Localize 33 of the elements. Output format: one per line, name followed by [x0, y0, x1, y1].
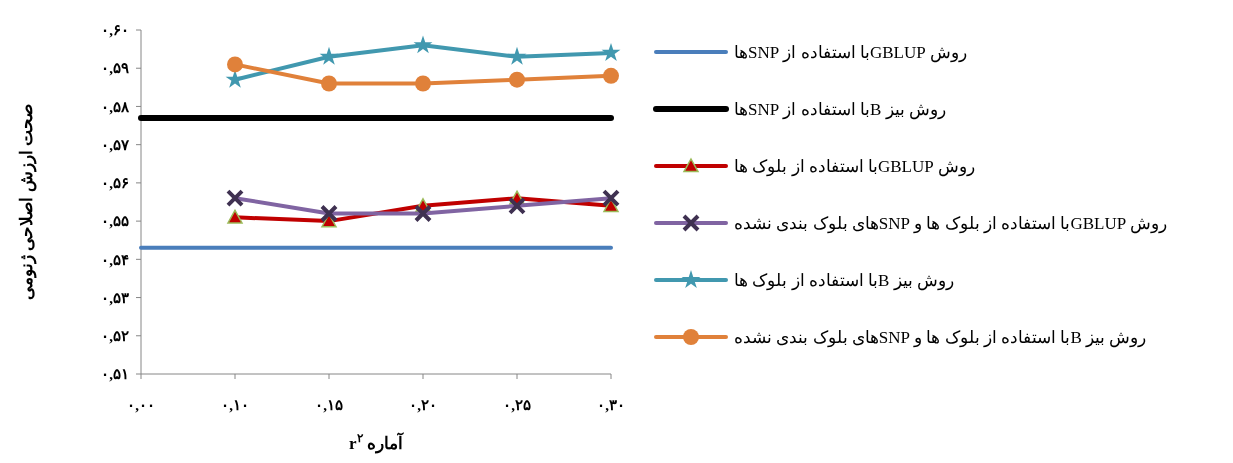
y-tick-label: ۰,۶۰ — [101, 22, 129, 39]
y-tick-label: ۰,۵۹ — [101, 60, 129, 77]
y-tick-label: ۰,۵۳ — [101, 289, 129, 306]
point — [319, 46, 339, 65]
x-tick-label: ۰,۳۰ — [597, 397, 625, 413]
point — [227, 209, 243, 224]
x-tick-label: ۰,۰۰ — [127, 397, 155, 413]
point — [601, 43, 621, 61]
y-axis-title: صحت ارزش اصلاحی ژنومی — [17, 104, 37, 300]
point — [603, 67, 619, 84]
x-tick-label: ۰,۲۰ — [409, 397, 437, 413]
y-tick-label: ۰,۵۱ — [101, 366, 129, 383]
point — [227, 56, 243, 73]
point — [507, 46, 527, 65]
y-tick-label: ۰,۵۵ — [101, 213, 129, 230]
legend-label: روش GBLUPبا استفاده از SNPها — [734, 43, 967, 63]
legend-label: روش بیز Bبا استفاده از SNPها — [734, 100, 946, 120]
point — [509, 71, 525, 88]
point — [415, 75, 431, 92]
legend-label: روش GBLUPبا استفاده از بلوک ها — [734, 157, 975, 177]
x-tick-label: ۰,۱۰ — [221, 397, 249, 413]
legend-label: روش بیز Bبا استفاده از بلوک ها و SNPهای بلوک بندی نشده — [734, 328, 1147, 348]
y-tick-label: ۰,۵۶ — [101, 175, 129, 192]
point — [321, 75, 337, 92]
point — [413, 35, 433, 54]
y-tick-label: ۰,۵۴ — [101, 251, 129, 268]
y-tick-label: ۰,۵۲ — [101, 328, 129, 345]
x-tick-label: ۰,۲۵ — [503, 397, 531, 413]
x-tick-label: ۰,۱۵ — [315, 397, 343, 413]
legend-label: روش GBLUPبا استفاده از بلوک ها و SNPهای بلوک بندی نشده — [734, 214, 1168, 234]
y-tick-label: ۰,۵۷ — [101, 136, 130, 153]
legend-label: روش بیز Bبا استفاده از بلوک ها — [734, 271, 954, 291]
y-tick-label: ۰,۵۸ — [101, 98, 130, 115]
